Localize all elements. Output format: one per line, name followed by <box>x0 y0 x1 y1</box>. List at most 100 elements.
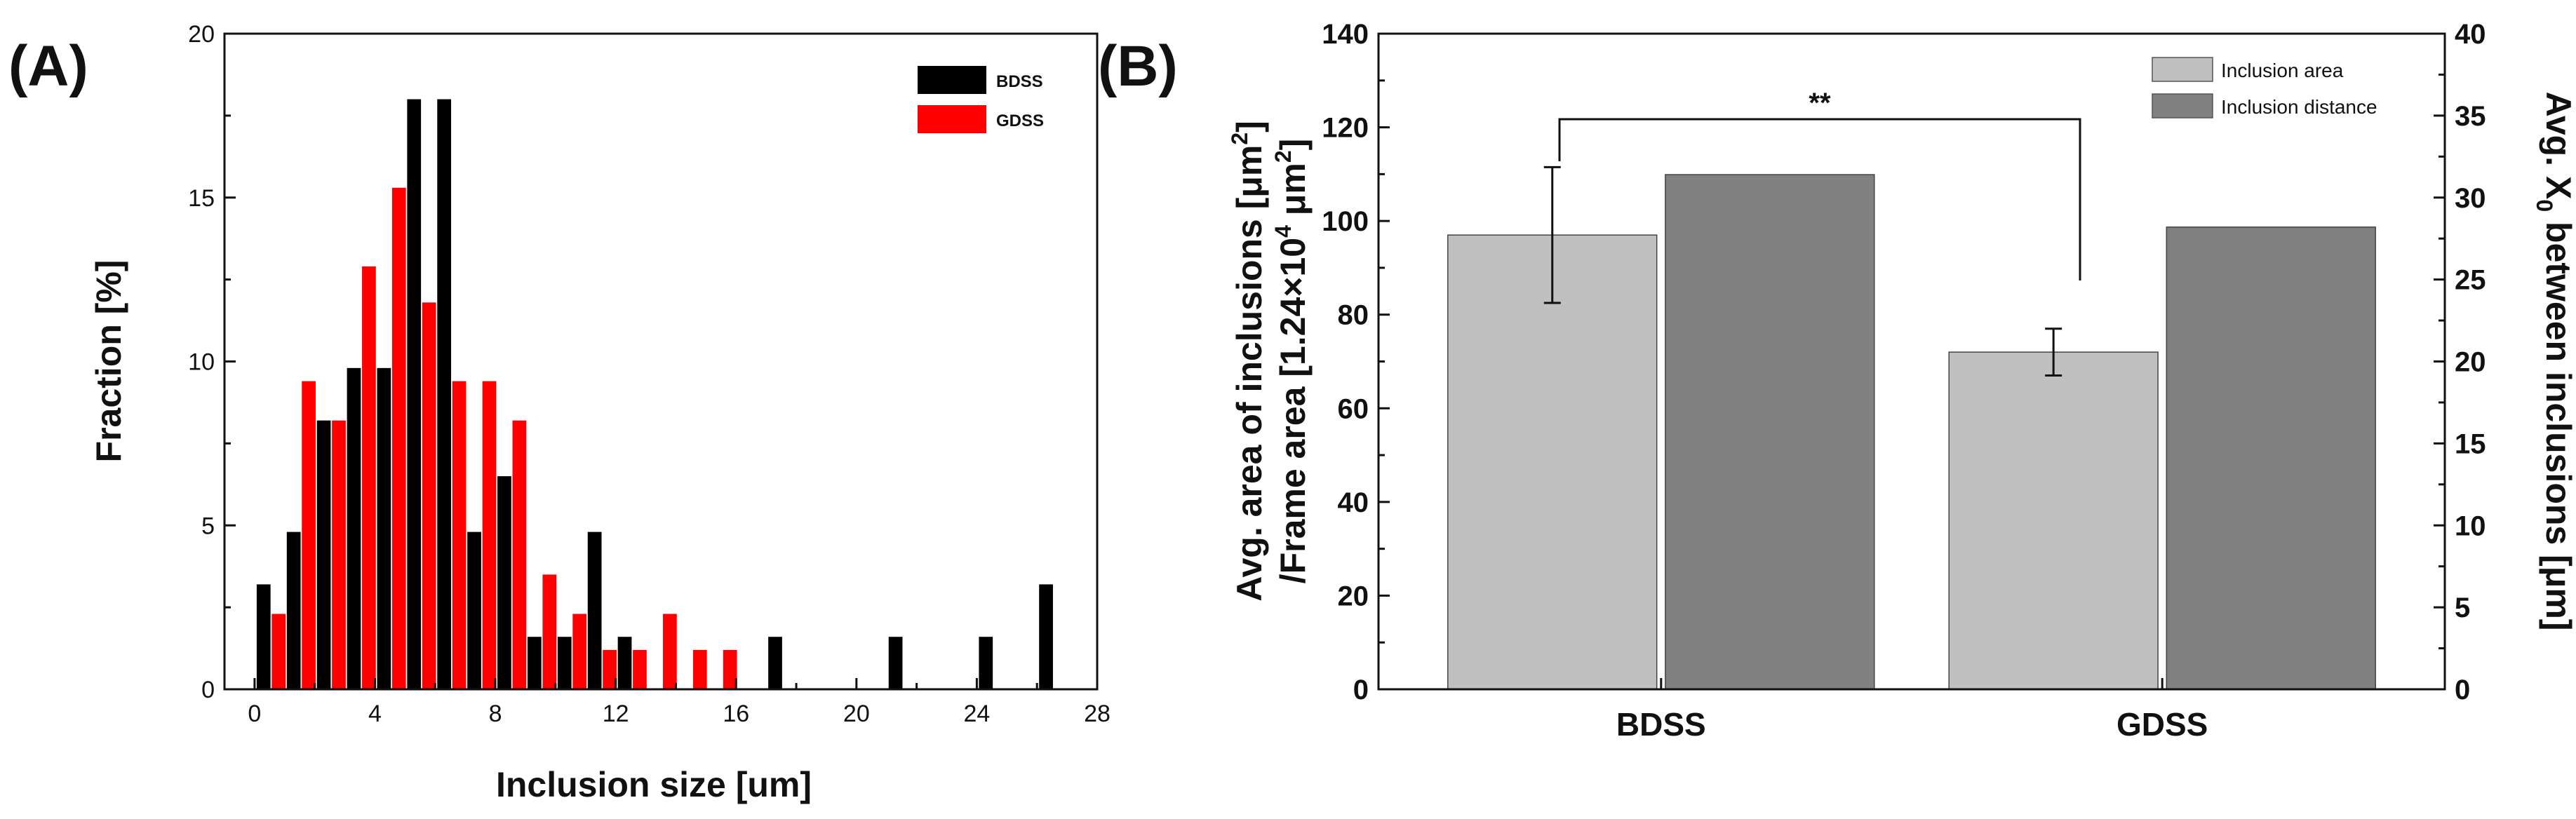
panel-b-categories: BDSS GDSS <box>1616 678 2208 743</box>
bar-gdss-11 <box>603 649 617 689</box>
left-tick-label-7: 140 <box>1322 19 1369 50</box>
legend-label-inclusion-area: Inclusion area <box>2221 60 2344 81</box>
right-tick-label-8: 40 <box>2455 19 2486 50</box>
bar-gdss-4 <box>391 187 406 690</box>
bar-bdss-15 <box>979 637 993 689</box>
bar-inclusion-distance-gdss <box>2166 226 2376 690</box>
left-tick-label-4: 80 <box>1338 300 1369 331</box>
bar-gdss-1 <box>302 381 316 689</box>
left-axis-title-line-1: Avg. area of inclusions [μm2] <box>1227 121 1269 602</box>
bar-bdss-6 <box>437 99 452 689</box>
bar-gdss-0 <box>271 614 286 689</box>
bar-bdss-8 <box>497 476 511 689</box>
x-tick-label-6: 24 <box>963 700 990 727</box>
y-tick-label-2: 10 <box>188 349 215 376</box>
right-tick-label-0: 0 <box>2455 675 2470 705</box>
bar-gdss-8 <box>512 420 527 689</box>
legend-swatch-inclusion-area <box>2152 57 2213 82</box>
x-tick-label-4: 16 <box>723 700 749 727</box>
panel-b-left-axis-title: Avg. area of inclusions [μm2] /Frame are… <box>1227 121 1313 602</box>
panel-a-x-axis-title: Inclusion size [um] <box>496 765 812 804</box>
category-label-bdss: BDSS <box>1616 706 1706 743</box>
right-tick-label-5: 25 <box>2455 265 2486 296</box>
left-tick-label-1: 20 <box>1338 581 1369 611</box>
svg-text:Avg. X0 between inclusions [μm: Avg. X0 between inclusions [μm] <box>2532 92 2576 631</box>
bar-bdss-11 <box>587 532 602 689</box>
right-tick-label-4: 20 <box>2455 347 2486 378</box>
bar-bdss-0 <box>256 584 271 689</box>
bar-bdss-1 <box>286 532 301 689</box>
bar-bdss-3 <box>347 367 361 689</box>
panel-b-right-axis-title: Avg. X0 between inclusions [μm] <box>2532 92 2576 631</box>
legend-swatch-gdss <box>918 105 986 133</box>
bar-gdss-10 <box>572 614 587 689</box>
y-tick-label-4: 20 <box>188 21 215 48</box>
panel-a-y-axis-title: Fraction [%] <box>89 260 128 463</box>
bar-gdss-6 <box>452 381 467 689</box>
left-tick-label-6: 120 <box>1322 113 1369 144</box>
bar-bdss-2 <box>316 420 331 689</box>
bar-bdss-16 <box>1039 584 1053 689</box>
legend-swatch-bdss <box>918 66 986 94</box>
legend-swatch-inclusion-distance <box>2152 93 2213 119</box>
bar-bdss-7 <box>467 532 481 689</box>
bar-gdss-15 <box>723 649 737 689</box>
bar-bdss-12 <box>617 637 632 689</box>
bar-gdss-13 <box>663 614 677 689</box>
right-tick-label-7: 35 <box>2455 101 2486 132</box>
panel-b-legend: Inclusion area Inclusion distance <box>2152 57 2377 119</box>
legend-label-gdss: GDSS <box>996 111 1044 130</box>
y-tick-label-1: 5 <box>201 513 215 539</box>
bar-inclusion-distance-bdss <box>1665 174 1875 690</box>
right-tick-label-1: 5 <box>2455 593 2470 623</box>
bar-bdss-5 <box>407 99 422 689</box>
panel-a-y-axis: 0 5 10 15 20 <box>188 21 236 703</box>
right-tick-label-3: 15 <box>2455 428 2486 459</box>
bar-bdss-13 <box>768 637 782 689</box>
right-tick-label-6: 30 <box>2455 183 2486 214</box>
bar-gdss-3 <box>362 266 376 689</box>
y-tick-label-3: 15 <box>188 185 215 212</box>
panel-b-bars <box>1447 165 2376 690</box>
legend-label-bdss: BDSS <box>996 72 1043 91</box>
left-tick-label-5: 100 <box>1322 206 1369 237</box>
significance-annotation: ** <box>1809 88 1831 119</box>
bar-gdss-12 <box>633 649 647 689</box>
x-tick-label-0: 0 <box>248 700 261 727</box>
right-tick-label-2: 10 <box>2455 510 2486 541</box>
bar-bdss-4 <box>377 367 391 689</box>
bar-bdss-10 <box>557 637 572 689</box>
y-tick-label-0: 0 <box>201 677 215 703</box>
panel-a: (A) 0 5 10 15 20 0 4 8 12 16 20 24 28 Inclusion siz… <box>8 21 1111 804</box>
bar-gdss-14 <box>692 649 707 689</box>
panel-b-label: (B) <box>1098 34 1178 98</box>
x-tick-label-5: 20 <box>843 700 870 727</box>
panel-a-legend: BDSS GDSS <box>918 66 1044 133</box>
panel-b-right-axis: 0 5 10 15 20 25 30 35 40 <box>2434 19 2486 705</box>
panel-b-left-axis: 0 20 40 60 80 100 120 140 <box>1322 19 1390 705</box>
bar-bdss-14 <box>888 637 903 689</box>
x-tick-label-7: 28 <box>1084 700 1111 727</box>
category-label-gdss: GDSS <box>2117 706 2208 743</box>
x-tick-label-2: 8 <box>489 700 502 727</box>
left-axis-title-line-2: /Frame area [1.24×104 μm2] <box>1270 139 1313 584</box>
bar-inclusion-area-bdss <box>1447 234 1658 690</box>
bar-gdss-5 <box>422 302 436 690</box>
bar-gdss-9 <box>542 574 557 689</box>
left-tick-label-3: 60 <box>1338 393 1369 424</box>
bar-gdss-7 <box>482 381 497 689</box>
bar-bdss-9 <box>527 637 542 689</box>
x-tick-label-3: 12 <box>603 700 629 727</box>
bar-inclusion-area-gdss <box>1948 351 2159 690</box>
x-tick-label-1: 4 <box>368 700 382 727</box>
panel-a-x-axis: 0 4 8 12 16 20 24 28 <box>248 678 1111 727</box>
legend-label-inclusion-distance: Inclusion distance <box>2221 96 2377 118</box>
significance-bracket <box>1558 118 2081 280</box>
panel-a-bars <box>256 99 1053 690</box>
bar-gdss-2 <box>332 420 346 689</box>
panel-a-label: (A) <box>8 34 88 98</box>
left-tick-label-2: 40 <box>1338 487 1369 518</box>
left-tick-label-0: 0 <box>1353 675 1369 705</box>
